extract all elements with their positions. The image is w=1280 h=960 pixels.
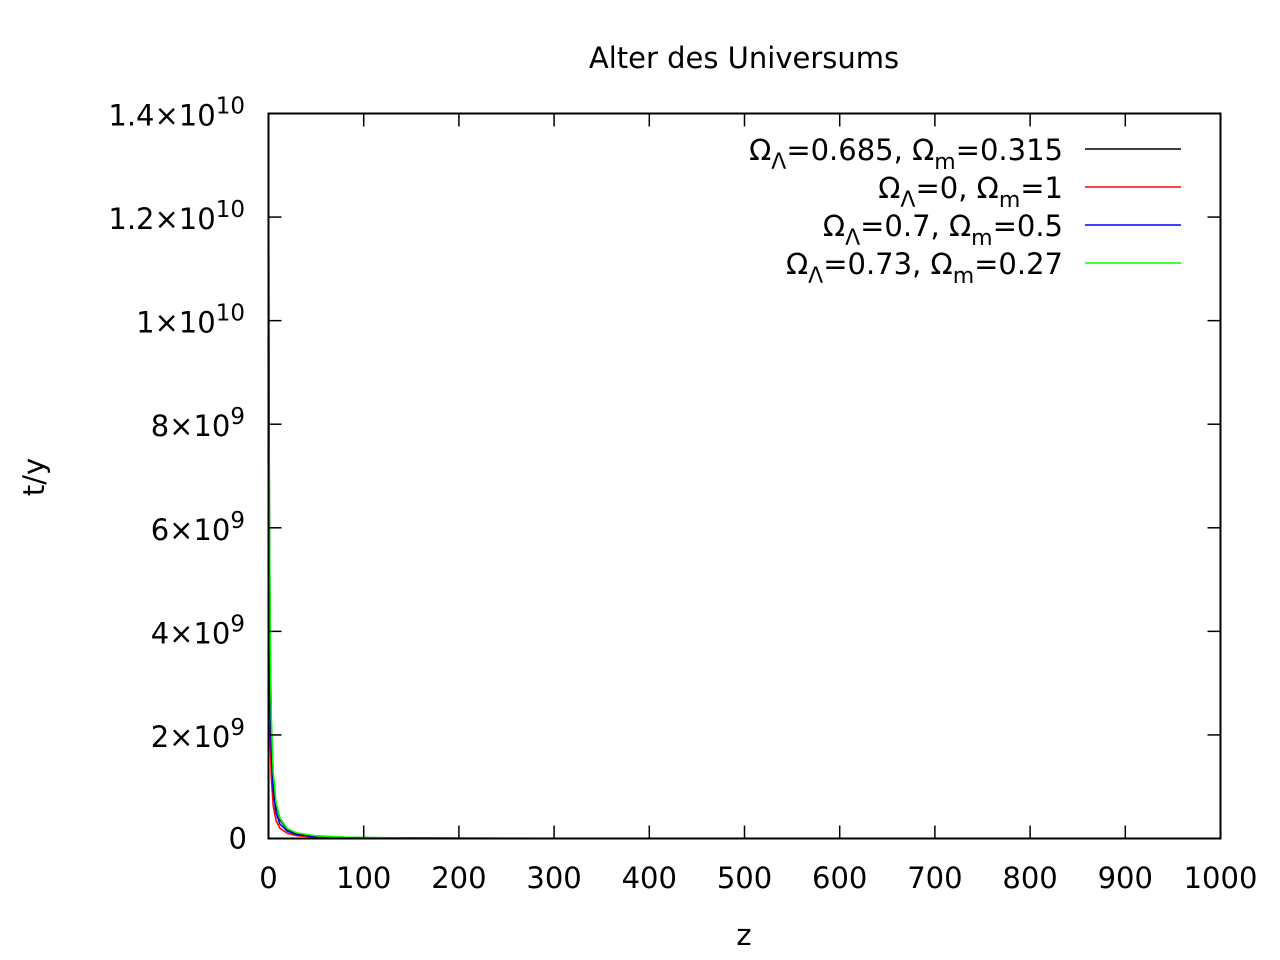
legend-text: =0.73, Ω	[823, 247, 952, 281]
plot-frame	[267, 112, 1222, 840]
y-tick-mantissa: 1.4×10	[108, 99, 215, 133]
legend-text: =0.7, Ω	[860, 209, 971, 243]
legend-subscript: m	[953, 264, 974, 289]
legend-text: =1	[1020, 171, 1063, 205]
y-tick-mantissa: 6×10	[151, 513, 231, 547]
y-tick-label: 4×109	[151, 611, 245, 650]
x-tick-label: 1000	[1184, 861, 1258, 895]
legend-subscript: Λ	[845, 226, 860, 251]
y-tick-labels: 02×1094×1096×1098×1091×10101.2×10101.4×1…	[108, 94, 247, 856]
series-layer	[267, 123, 1221, 840]
y-tick-label: 8×109	[151, 404, 245, 443]
series-line-1	[267, 356, 1221, 840]
x-tick-label: 0	[259, 861, 277, 895]
legend-label-3: ΩΛ=0.73, Ωm=0.27	[786, 247, 1063, 289]
legend-omega: Ω	[823, 209, 845, 243]
legend-omega: Ω	[878, 171, 900, 205]
y-tick-mantissa: 8×10	[151, 409, 231, 443]
legend-subscript: m	[971, 226, 992, 251]
x-tick-label: 100	[336, 861, 391, 895]
x-tick-label: 400	[622, 861, 677, 895]
x-tick-label: 300	[526, 861, 581, 895]
x-tick-labels: 0 100 200 300 400 500 600 700 800 900 1000	[259, 861, 1257, 895]
y-tick-mantissa: 0	[229, 822, 247, 856]
series-line-3	[267, 129, 1221, 840]
y-tick-label: 1×1010	[136, 301, 245, 340]
y-tick-mantissa: 2×10	[151, 720, 231, 754]
legend-text: =0.27	[974, 247, 1063, 281]
x-axis-label: z	[736, 918, 751, 952]
legend-subscript: m	[934, 150, 955, 175]
y-tick-label: 1.4×1010	[108, 94, 245, 133]
legend-label-2: ΩΛ=0.7, Ωm=0.5	[823, 209, 1063, 251]
y-tick-label: 6×109	[151, 508, 245, 547]
x-tick-label: 600	[812, 861, 867, 895]
y-tick-mantissa: 1×10	[136, 306, 216, 340]
legend-omega: Ω	[749, 133, 771, 167]
series-line-0	[267, 123, 1221, 840]
y-tick-exponent: 9	[230, 715, 245, 741]
legend-label-1: ΩΛ=0, Ωm=1	[878, 171, 1063, 213]
x-tick-label: 200	[431, 861, 486, 895]
y-tick-exponent: 9	[230, 508, 245, 534]
x-tick-label: 800	[1002, 861, 1057, 895]
y-tick-exponent: 10	[216, 94, 245, 120]
ticks-layer	[267, 112, 1222, 840]
y-tick-exponent: 10	[216, 197, 245, 223]
chart-title: Alter des Universums	[589, 41, 899, 75]
y-tick-mantissa: 1.2×10	[108, 202, 215, 236]
y-tick-mantissa: 4×10	[151, 616, 231, 650]
y-axis-label: t/y	[17, 458, 51, 496]
series-line-2	[267, 242, 1221, 840]
legend-subscript: Λ	[771, 150, 786, 175]
y-tick-label: 0	[229, 822, 247, 856]
legend-omega: Ω	[786, 247, 808, 281]
legend-subscript: m	[999, 188, 1020, 213]
legend-subscript: Λ	[808, 264, 823, 289]
legend-text: =0, Ω	[915, 171, 998, 205]
legend-text: =0.5	[993, 209, 1063, 243]
y-tick-exponent: 9	[230, 611, 245, 637]
y-tick-label: 1.2×1010	[108, 197, 245, 236]
y-tick-exponent: 9	[230, 404, 245, 430]
y-tick-exponent: 10	[216, 301, 245, 327]
legend-text: =0.315	[956, 133, 1063, 167]
x-tick-label: 700	[907, 861, 962, 895]
legend-label-0: ΩΛ=0.685, Ωm=0.315	[749, 133, 1063, 175]
x-tick-label: 500	[717, 861, 772, 895]
y-tick-label: 2×109	[151, 715, 245, 754]
x-tick-label: 900	[1098, 861, 1153, 895]
legend-subscript: Λ	[900, 188, 915, 213]
legend-text: =0.685, Ω	[786, 133, 934, 167]
